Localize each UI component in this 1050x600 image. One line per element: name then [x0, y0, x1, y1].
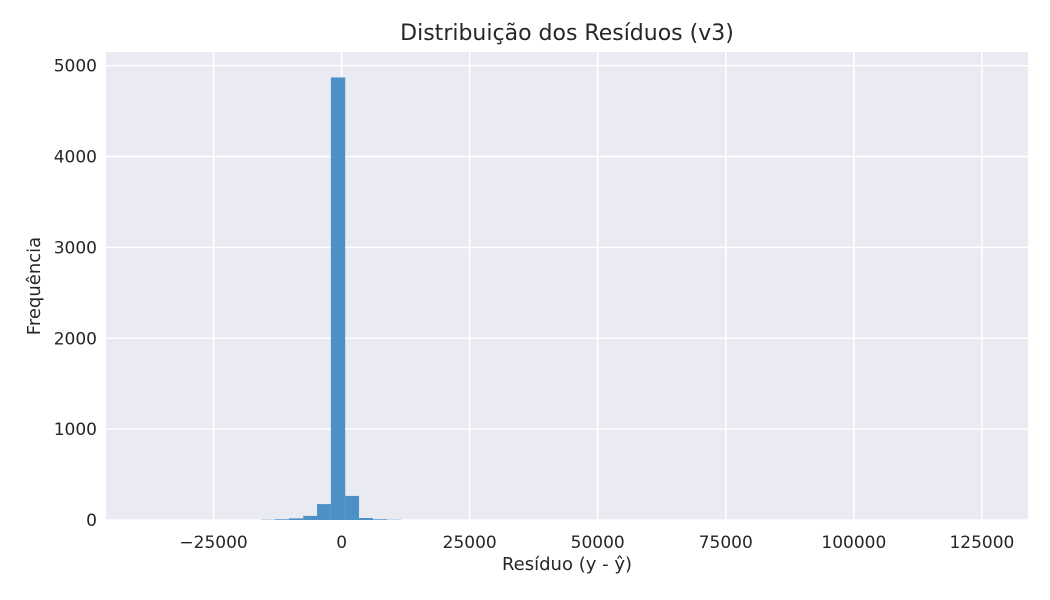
- histogram-bar: [303, 515, 318, 520]
- plot-area: [106, 52, 1028, 520]
- x-tick-label: −25000: [179, 533, 247, 553]
- x-tick-label: 25000: [443, 533, 497, 553]
- y-tick-label: 0: [86, 511, 97, 531]
- grid-lines: [106, 52, 1028, 521]
- y-axis-label: Frequência: [24, 237, 45, 335]
- y-tick-label: 5000: [54, 57, 97, 77]
- tick-labels: −25000 0 25000 50000 75000 100000 125000 0 1000 2…: [54, 57, 1015, 553]
- histogram-bar: [345, 495, 360, 520]
- histogram-bars: [261, 77, 402, 521]
- y-tick-label: 1000: [54, 420, 97, 440]
- y-tick-label: 2000: [54, 329, 97, 349]
- x-tick-label: 0: [336, 533, 347, 553]
- x-axis-label: Resíduo (y - ŷ): [502, 554, 632, 575]
- histogram-bar: [372, 519, 388, 520]
- histogram-bar: [359, 518, 373, 520]
- x-tick-label: 100000: [821, 533, 886, 553]
- y-tick-label: 4000: [54, 148, 97, 168]
- y-tick-label: 3000: [54, 238, 97, 258]
- histogram-bar: [288, 518, 304, 520]
- x-tick-label: 125000: [949, 533, 1014, 553]
- x-tick-label: 50000: [571, 533, 625, 553]
- histogram-bar: [275, 519, 289, 520]
- x-tick-label: 75000: [699, 533, 753, 553]
- chart-title: Distribuição dos Resíduos (v3): [400, 21, 734, 46]
- histogram-bar: [317, 504, 331, 520]
- histogram-bar: [330, 77, 346, 521]
